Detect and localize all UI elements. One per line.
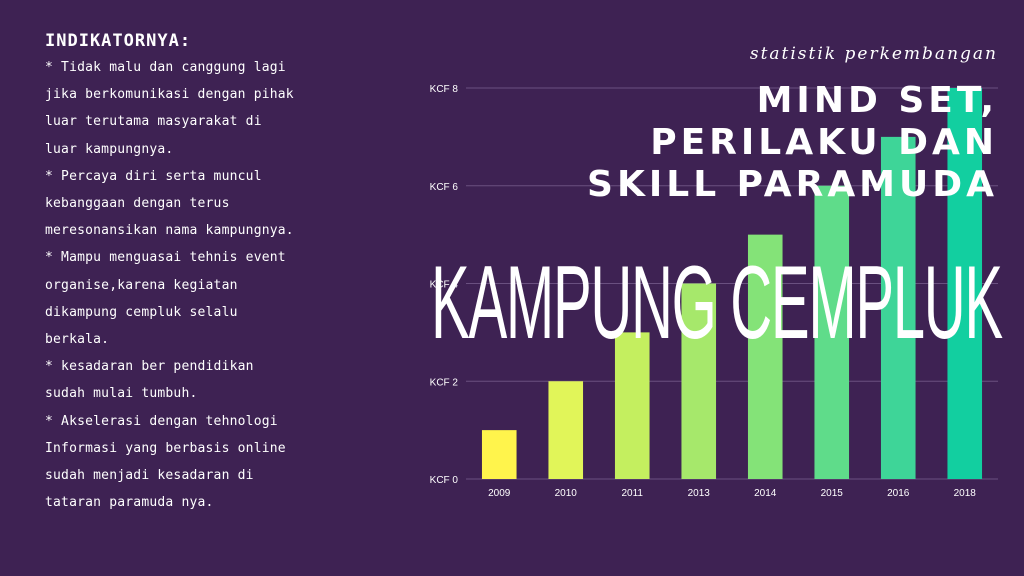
bar xyxy=(614,332,650,479)
bar xyxy=(947,88,983,479)
indicator-item: * Percaya diri serta muncul kebanggaan d… xyxy=(45,168,294,239)
chart-subtitle: statistik perkembangan xyxy=(749,44,998,64)
indicator-item: * kesadaran ber pendidikan sudah mulai t… xyxy=(45,359,254,402)
indicator-panel: INDIKATORNYA: * Tidak malu dan canggung … xyxy=(45,30,295,516)
y-tick-label: KCF 0 xyxy=(430,475,459,486)
x-tick-label: 2011 xyxy=(621,488,643,499)
x-tick-label: 2009 xyxy=(488,488,511,499)
headline: MIND SET, PERILAKU DAN SKILL PARAMUDA xyxy=(587,80,998,206)
headline-line: PERILAKU DAN xyxy=(650,122,998,163)
indicator-heading: INDIKATORNYA: xyxy=(45,31,192,51)
indicator-item: * Tidak malu dan canggung lagi jika berk… xyxy=(45,60,294,157)
x-tick-label: 2014 xyxy=(754,488,777,499)
headline-line: SKILL PARAMUDA xyxy=(587,164,998,205)
x-tick-label: 2013 xyxy=(688,488,711,499)
indicator-item: * Akselerasi dengan tehnologi Informasi … xyxy=(45,413,286,511)
y-tick-label: KCF 8 xyxy=(430,84,459,95)
bar xyxy=(880,136,916,479)
bar xyxy=(814,185,850,479)
x-tick-label: 2016 xyxy=(887,488,910,499)
bar xyxy=(481,430,517,479)
y-tick-label: KCF 6 xyxy=(430,182,459,193)
x-tick-label: 2018 xyxy=(954,488,977,499)
bar xyxy=(681,283,717,479)
big-title: KAMPUNG CEMPLUK xyxy=(431,243,1003,361)
y-tick-label: KCF 4 xyxy=(430,280,459,291)
x-tick-label: 2015 xyxy=(821,488,844,499)
y-tick-label: KCF 2 xyxy=(430,377,459,388)
indicator-list: * Tidak malu dan canggung lagi jika berk… xyxy=(45,54,295,516)
headline-line: MIND SET, xyxy=(756,80,998,121)
x-tick-label: 2010 xyxy=(555,488,578,499)
bar xyxy=(747,234,783,479)
bar xyxy=(548,381,584,479)
indicator-item: * Mampu menguasai tehnis event organise,… xyxy=(45,250,286,348)
